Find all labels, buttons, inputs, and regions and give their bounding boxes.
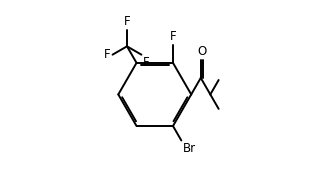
Text: O: O xyxy=(197,46,207,58)
Text: F: F xyxy=(143,56,150,69)
Text: F: F xyxy=(104,48,110,61)
Text: F: F xyxy=(124,15,130,28)
Text: Br: Br xyxy=(183,142,196,155)
Text: F: F xyxy=(170,30,176,43)
